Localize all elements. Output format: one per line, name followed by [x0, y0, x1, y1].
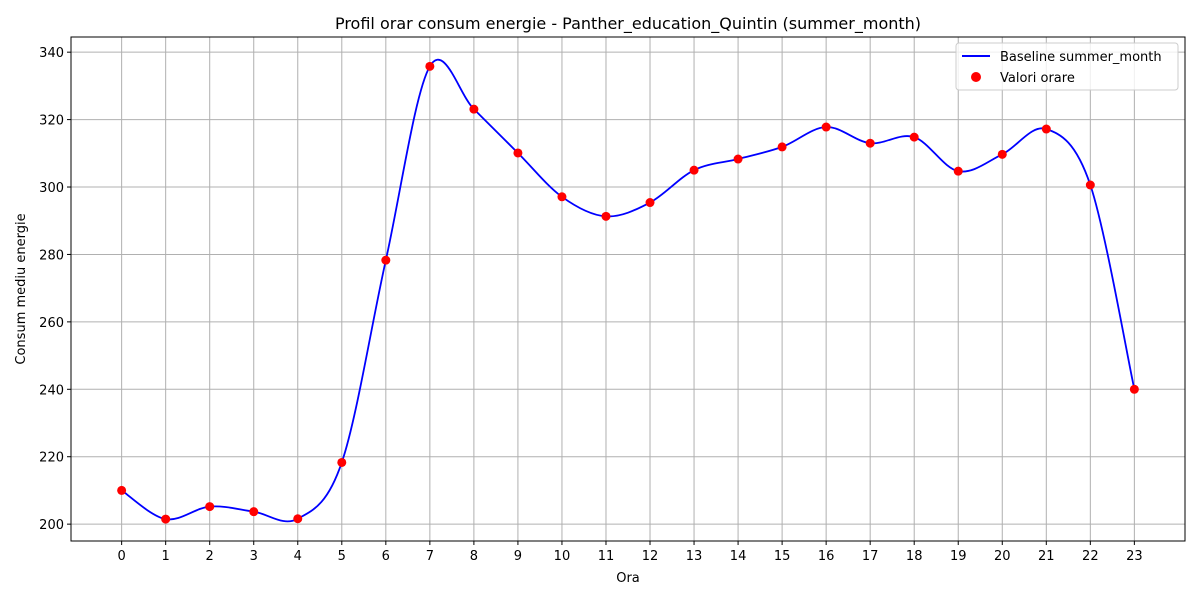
data-point: [777, 142, 787, 152]
x-tick-label: 17: [862, 549, 879, 564]
x-axis-ticks: 0 1 2 3 4 5 6 7 8 9 10 11 12 13 14 15 16 17 18 19 20 21 22 23: [117, 541, 1143, 564]
data-point: [953, 166, 963, 176]
scatter-series: [117, 61, 1139, 524]
data-point: [293, 514, 303, 524]
legend: Baseline summer_month Valori orare: [955, 42, 1179, 91]
x-tick-label: 12: [642, 549, 659, 564]
x-tick-label: 10: [554, 549, 571, 564]
y-tick-label: 240: [39, 383, 64, 398]
legend-label-hourly: Valori orare: [1000, 71, 1075, 86]
x-tick-label: 4: [294, 549, 302, 564]
data-point: [1085, 180, 1095, 190]
x-tick-label: 0: [117, 549, 125, 564]
axes-frame: [70, 36, 1186, 542]
data-point: [161, 514, 171, 524]
data-point: [117, 485, 127, 495]
x-tick-label: 19: [950, 549, 967, 564]
data-point: [865, 138, 875, 148]
data-point: [1129, 384, 1139, 394]
chart-title: Profil orar consum energie - Panther_edu…: [335, 14, 921, 34]
x-axis-label: Ora: [616, 571, 640, 586]
x-tick-label: 11: [598, 549, 615, 564]
grid: [71, 37, 1185, 541]
data-point: [425, 61, 435, 71]
x-tick-label: 23: [1126, 549, 1143, 564]
data-point: [645, 198, 655, 208]
x-tick-label: 18: [906, 549, 923, 564]
data-point: [381, 255, 391, 265]
legend-label-baseline: Baseline summer_month: [1000, 50, 1162, 65]
data-point: [557, 192, 567, 202]
y-axis-label: Consum mediu energie: [14, 213, 29, 364]
x-tick-label: 16: [818, 549, 835, 564]
y-tick-label: 220: [39, 451, 64, 466]
legend-box: [955, 42, 1179, 91]
x-tick-label: 22: [1082, 549, 1099, 564]
x-tick-label: 20: [994, 549, 1011, 564]
y-axis-ticks: 200 220 240 260 280 300 320 340: [39, 46, 71, 533]
y-tick-label: 320: [39, 114, 64, 129]
x-tick-label: 7: [426, 549, 434, 564]
x-tick-label: 2: [206, 549, 214, 564]
data-point: [205, 502, 215, 512]
y-tick-label: 300: [39, 181, 64, 196]
data-point: [909, 132, 919, 142]
data-point: [249, 507, 259, 517]
data-point: [1041, 124, 1051, 134]
legend-scatter-swatch: [971, 72, 981, 82]
data-point: [997, 149, 1007, 159]
y-tick-label: 280: [39, 248, 64, 263]
data-point: [821, 122, 831, 132]
x-tick-label: 6: [382, 549, 390, 564]
y-tick-label: 200: [39, 518, 64, 533]
data-point: [337, 457, 347, 467]
y-tick-label: 260: [39, 316, 64, 331]
x-tick-label: 5: [338, 549, 346, 564]
x-tick-label: 14: [730, 549, 747, 564]
data-point: [601, 211, 611, 221]
x-tick-label: 8: [470, 549, 478, 564]
x-tick-label: 13: [686, 549, 703, 564]
data-point: [733, 154, 743, 164]
x-tick-label: 1: [162, 549, 170, 564]
y-tick-label: 340: [39, 46, 64, 61]
x-tick-label: 15: [774, 549, 791, 564]
x-tick-label: 3: [250, 549, 258, 564]
data-point: [689, 165, 699, 175]
x-tick-label: 9: [514, 549, 522, 564]
data-point: [469, 104, 479, 114]
data-point: [513, 148, 523, 158]
x-tick-label: 21: [1038, 549, 1055, 564]
